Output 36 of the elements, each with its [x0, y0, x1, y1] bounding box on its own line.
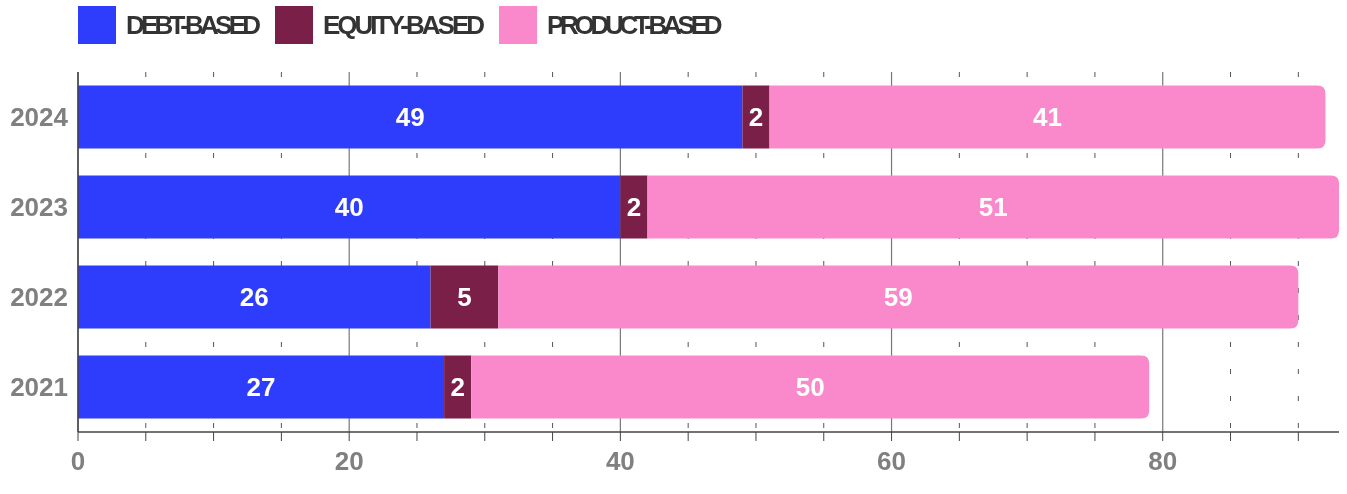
legend-label: DEBT-BASED [126, 10, 261, 41]
data-label: 41 [1033, 102, 1062, 133]
legend-label: PRODUCT-BASED [547, 10, 723, 41]
x-tick-label: 80 [1148, 446, 1178, 476]
x-tick-label: 0 [70, 446, 86, 476]
y-tick-label: 2023 [10, 192, 68, 223]
bar [647, 175, 1339, 239]
bar [78, 355, 445, 419]
data-label: 27 [246, 372, 276, 403]
bar [769, 85, 1326, 149]
bar [78, 265, 431, 329]
data-label: 2 [626, 192, 642, 223]
y-tick-label: 2022 [10, 282, 68, 313]
bar [78, 175, 621, 239]
data-label: 49 [395, 102, 425, 133]
x-tick-label: 40 [605, 446, 635, 476]
y-tick-label: 2024 [10, 102, 69, 133]
x-tick-label: 60 [877, 446, 907, 476]
data-label: 51 [978, 192, 1008, 223]
bar [620, 175, 648, 239]
legend-label: EQUITY-BASED [323, 10, 485, 41]
y-tick-label: 2021 [10, 372, 68, 403]
data-label: 2 [450, 372, 465, 403]
bar [471, 355, 1150, 419]
data-label: 59 [883, 282, 913, 313]
bar [78, 85, 743, 149]
x-tick-label: 20 [334, 446, 364, 476]
data-label: 50 [795, 372, 825, 403]
bar [430, 265, 499, 329]
bar [444, 355, 472, 419]
data-label: 40 [334, 192, 364, 223]
bar [742, 85, 770, 149]
data-label: 5 [457, 282, 472, 313]
data-label: 26 [239, 282, 269, 313]
bar [498, 265, 1299, 329]
data-label: 2 [748, 102, 764, 133]
